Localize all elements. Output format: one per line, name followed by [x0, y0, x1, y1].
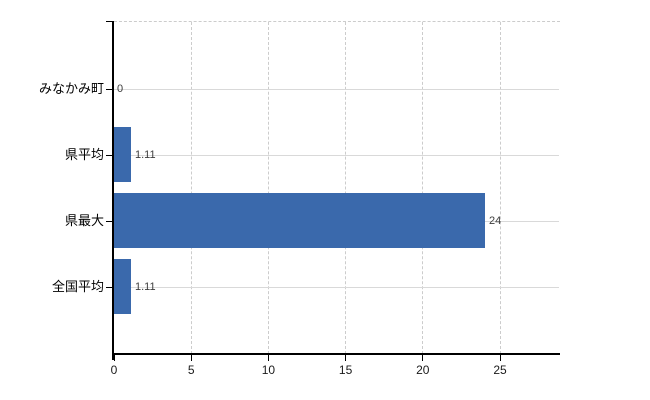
vertical-gridline	[422, 22, 424, 354]
x-tick-label: 20	[416, 363, 430, 377]
value-label: 1.11	[135, 149, 156, 161]
category-label: 全国平均	[51, 279, 104, 294]
y-axis-tick	[106, 154, 113, 156]
category-label: みなかみ町	[38, 81, 104, 96]
category-label: 県最大	[64, 213, 104, 228]
plot-top-border	[114, 21, 560, 22]
x-tick-label: 0	[110, 363, 118, 377]
x-axis-tick	[267, 355, 269, 361]
category-label: 県平均	[64, 147, 104, 162]
x-tick-label: 10	[261, 363, 276, 377]
value-label: 1.11	[135, 281, 156, 293]
category-gridline	[114, 88, 559, 90]
x-axis-tick	[499, 355, 501, 361]
vertical-gridline	[499, 22, 501, 354]
x-axis-tick	[345, 355, 347, 361]
bar	[114, 193, 485, 248]
x-tick-label: 15	[338, 363, 353, 377]
vertical-gridline	[345, 22, 347, 354]
bar	[114, 259, 131, 314]
x-axis-tick	[190, 355, 192, 361]
value-label: 0	[117, 83, 124, 95]
y-axis-line	[112, 21, 114, 360]
y-axis-top-tick	[106, 21, 113, 22]
y-axis-tick	[106, 220, 113, 222]
category-gridline	[114, 286, 559, 288]
value-label: 24	[489, 215, 502, 227]
y-axis-tick	[106, 286, 113, 288]
x-axis-tick	[113, 355, 115, 361]
category-gridline	[114, 154, 559, 156]
x-axis-tick	[422, 355, 424, 361]
x-tick-label: 5	[187, 363, 195, 377]
bar	[114, 127, 131, 182]
vertical-gridline	[267, 22, 269, 354]
x-tick-label: 25	[493, 363, 507, 377]
y-axis-tick	[106, 88, 113, 90]
x-axis-line	[112, 353, 560, 355]
vertical-gridline	[190, 22, 192, 354]
